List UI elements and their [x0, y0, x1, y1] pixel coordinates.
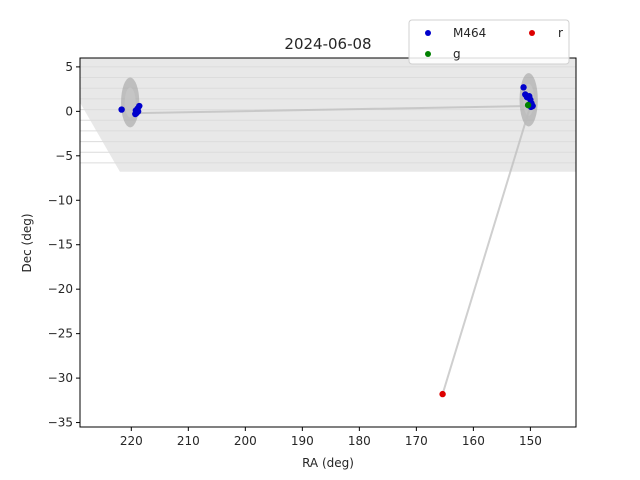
point-g [524, 101, 532, 109]
legend-label-r: r [558, 26, 563, 40]
y-axis: 5 0 −5 −10 −15 −20 −25 −30 −35 [48, 60, 80, 430]
sky-footprint [80, 58, 576, 172]
x-axis: 220 210 200 190 180 170 160 150 [120, 427, 542, 448]
plot-frame [79, 57, 577, 428]
y-tick-label: 0 [65, 104, 73, 118]
y-tick-label: −20 [48, 282, 73, 296]
legend-label-m464: M464 [453, 26, 486, 40]
x-tick-label: 170 [405, 434, 428, 448]
y-tick-label: −15 [48, 238, 73, 252]
point-m464 [132, 110, 139, 118]
legend-marker-g [425, 51, 431, 57]
legend-marker-r [529, 30, 535, 36]
point-r [439, 390, 446, 398]
y-tick-label: −25 [48, 327, 73, 341]
legend-marker-m464 [425, 30, 431, 36]
y-tick-label: −30 [48, 371, 73, 385]
y-axis-label: Dec (deg) [20, 213, 34, 272]
legend-box [408, 19, 570, 65]
y-tick-label: 5 [65, 60, 73, 74]
x-tick-label: 210 [177, 434, 200, 448]
chart-title: 2024-06-08 [284, 35, 371, 53]
x-tick-label: 180 [348, 434, 371, 448]
x-tick-label: 200 [234, 434, 257, 448]
x-tick-label: 150 [519, 434, 542, 448]
point-m464 [118, 106, 125, 113]
x-tick-label: 190 [291, 434, 314, 448]
y-tick-label: −5 [55, 149, 73, 163]
y-tick-label: −10 [48, 193, 73, 207]
legend: M464 g r [408, 19, 570, 65]
y-tick-label: −35 [48, 416, 73, 430]
footprint-area [80, 58, 576, 172]
point-m464 [520, 84, 527, 91]
legend-label-g: g [453, 47, 461, 61]
data-points [118, 84, 536, 398]
x-tick-label: 160 [462, 434, 485, 448]
x-tick-label: 220 [120, 434, 143, 448]
x-axis-label: RA (deg) [302, 456, 354, 470]
point-m464 [136, 102, 143, 110]
